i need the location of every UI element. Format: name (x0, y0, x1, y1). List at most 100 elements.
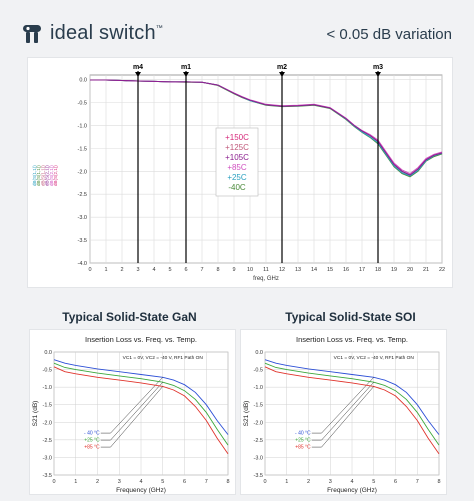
panel-series-line (264, 366, 440, 455)
panel-x-axis-label: Frequency (GHz) (327, 487, 377, 494)
x-tick-label: 21 (423, 267, 429, 273)
x-tick-label: 10 (247, 267, 253, 273)
panel-chart-title: Insertion Loss vs. Freq. vs. Temp. (296, 335, 408, 344)
panel-y-tick-label: -3.0 (254, 455, 263, 461)
marker-triangle (183, 72, 189, 77)
x-tick-label: 2 (120, 267, 123, 273)
y-tick-label: -2.5 (78, 192, 87, 198)
marker-label: m2 (277, 64, 287, 71)
brand-logo: ideal switch ™ (22, 22, 163, 45)
top-chart-panel: 0 1 2 3 4 5 6 7 8 9 10 11 12 13 14 15 16 17 18 19 20 21 22 0.0-… (27, 57, 453, 288)
x-tick-label: 5 (168, 267, 171, 273)
header: ideal switch ™ < 0.05 dB variation (0, 0, 474, 52)
panel-x-tick-label: 7 (205, 479, 208, 485)
panel-series-label: +25 °C (295, 438, 311, 444)
legend-entry: +125C (225, 143, 249, 152)
panel-series-line (264, 359, 440, 435)
y-tick-label: -1.0 (78, 123, 87, 129)
x-tick-label: 9 (232, 267, 235, 273)
marker-triangle (279, 72, 285, 77)
y-tick-label: -2.0 (78, 169, 87, 175)
x-tick-label: 11 (263, 267, 269, 273)
panel-x-tick-label: 0 (52, 479, 55, 485)
y-axis-series-label: dB(S(2,1)) (49, 165, 54, 186)
x-tick-label: 16 (343, 267, 349, 273)
panel-x-tick-label: 1 (285, 479, 288, 485)
panel-y-tick-label: -1.5 (43, 403, 52, 409)
y-axis-series-label: dB(S(1,1)) (40, 165, 45, 186)
y-tick-label: 0.0 (79, 78, 87, 84)
marker-triangle (135, 72, 141, 77)
panel-x-axis-label: Frequency (GHz) (116, 487, 166, 494)
tagline: < 0.05 dB variation (326, 26, 452, 43)
panel-callout-line (311, 382, 374, 441)
y-axis-series-label: dB(S(2,1)) (53, 165, 58, 186)
x-tick-label: 12 (279, 267, 285, 273)
panel-callout-line (311, 377, 374, 434)
panel-y-tick-label: -3.5 (254, 473, 263, 479)
panel-series-label: - 40 °C (84, 431, 100, 437)
panel-x-tick-label: 7 (416, 479, 419, 485)
trademark-symbol: ™ (155, 25, 163, 32)
y-tick-label: -3.5 (78, 238, 87, 244)
panel-callout-line (100, 377, 163, 434)
panel-series-label: +85 °C (84, 445, 100, 451)
panel-series-line (53, 362, 229, 446)
y-tick-label: -4.0 (78, 261, 87, 267)
legend-entry: +105C (225, 153, 249, 162)
x-tick-label: 0 (88, 267, 91, 273)
panel-y-tick-label: -2.5 (43, 438, 52, 444)
panel-x-tick-label: 3 (329, 479, 332, 485)
marker-triangle (375, 72, 381, 77)
soi-panel-title: Typical Solid-State SOI (285, 310, 416, 324)
marker-label: m4 (133, 64, 143, 71)
panel-series-label: - 40 °C (295, 431, 311, 437)
gan-chart-card: Insertion Loss vs. Freq. vs. Temp. 0 1 2 3 4 5… (29, 329, 236, 495)
marker-label: m1 (181, 64, 191, 71)
x-tick-label: 4 (152, 267, 155, 273)
x-tick-label: 6 (184, 267, 187, 273)
panel-x-tick-label: 6 (183, 479, 186, 485)
panel-callout-line (100, 386, 163, 448)
x-tick-label: 1 (104, 267, 107, 273)
x-tick-label: 13 (295, 267, 301, 273)
x-tick-label: 20 (407, 267, 413, 273)
x-tick-label: 8 (216, 267, 219, 273)
panel-x-tick-label: 5 (372, 479, 375, 485)
panel-series-label: +85 °C (295, 445, 311, 451)
x-tick-label: 7 (200, 267, 203, 273)
y-axis-series-label: dB(S(1,1)) (36, 165, 41, 186)
panel-y-tick-label: -1.5 (254, 403, 263, 409)
panel-callout-line (311, 386, 374, 448)
legend-entry: -40C (228, 183, 246, 192)
panel-x-tick-label: 5 (161, 479, 164, 485)
panel-y-axis-label: S21 (dB) (243, 401, 250, 427)
y-axis-series-label: dB(S(1,1)) (32, 165, 37, 186)
top-chart: 0 1 2 3 4 5 6 7 8 9 10 11 12 13 14 15 16 17 18 19 20 21 220.0-… (32, 64, 445, 282)
panel-y-tick-label: -2.5 (254, 438, 263, 444)
panel-y-tick-label: -1.0 (43, 385, 52, 391)
panel-y-tick-label: -3.0 (43, 455, 52, 461)
x-tick-label: 15 (327, 267, 333, 273)
x-tick-label: 19 (391, 267, 397, 273)
legend-entry: +25C (227, 173, 247, 182)
gan-chart: Insertion Loss vs. Freq. vs. Temp. 0 1 2 3 4 5… (32, 335, 230, 494)
soi-chart: Insertion Loss vs. Freq. vs. Temp. 0 1 2 3 4 5… (243, 335, 441, 494)
panel-y-tick-label: -0.5 (43, 368, 52, 374)
ideal-switch-logo-icon (23, 24, 41, 43)
gan-panel-title: Typical Solid-State GaN (62, 310, 197, 324)
panel-x-tick-label: 3 (118, 479, 121, 485)
marker-label: m3 (373, 64, 383, 71)
panel-y-tick-label: 0.0 (255, 350, 263, 356)
x-axis-label: freq, GHz (253, 276, 279, 282)
panel-y-tick-label: -1.0 (254, 385, 263, 391)
x-tick-label: 3 (136, 267, 139, 273)
top-series-line (90, 79, 443, 176)
panel-series-line (53, 366, 229, 455)
panel-series-label: +25 °C (84, 438, 100, 444)
y-tick-label: -1.5 (78, 146, 87, 152)
panel-y-tick-label: -3.5 (43, 473, 52, 479)
panel-x-tick-label: 8 (226, 479, 229, 485)
panel-chart-title: Insertion Loss vs. Freq. vs. Temp. (85, 335, 197, 344)
x-tick-label: 22 (439, 267, 445, 273)
